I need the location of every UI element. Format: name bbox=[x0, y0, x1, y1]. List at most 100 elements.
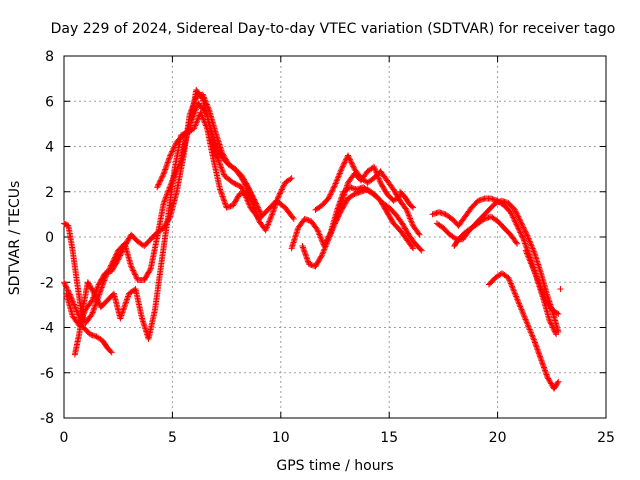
data-point bbox=[119, 308, 126, 315]
data-point bbox=[67, 292, 74, 299]
data-point bbox=[527, 259, 534, 266]
data-point bbox=[522, 247, 529, 254]
data-point bbox=[334, 176, 341, 183]
data-point bbox=[122, 241, 129, 248]
data-point bbox=[232, 197, 239, 204]
data-point bbox=[516, 216, 523, 223]
data-point bbox=[109, 258, 116, 265]
data-point bbox=[517, 217, 524, 224]
data-point bbox=[269, 209, 276, 216]
data-point bbox=[327, 230, 334, 237]
data-point bbox=[507, 279, 514, 286]
data-point bbox=[217, 187, 224, 194]
data-point bbox=[377, 197, 384, 204]
data-point bbox=[162, 222, 169, 229]
data-point bbox=[251, 198, 258, 205]
data-point bbox=[342, 200, 349, 207]
data-point bbox=[126, 235, 133, 242]
data-point bbox=[334, 174, 341, 181]
grid bbox=[64, 56, 606, 418]
data-point bbox=[90, 306, 97, 313]
data-point bbox=[217, 163, 224, 170]
data-point bbox=[159, 173, 166, 180]
data-point bbox=[146, 268, 153, 275]
data-point bbox=[379, 183, 386, 190]
data-point bbox=[537, 356, 544, 363]
data-point bbox=[516, 228, 523, 235]
data-point bbox=[222, 200, 229, 207]
data-point bbox=[534, 274, 541, 281]
data-point bbox=[533, 345, 540, 352]
data-point bbox=[522, 316, 529, 323]
data-point bbox=[538, 287, 545, 294]
data-point bbox=[530, 336, 537, 343]
data-point bbox=[71, 302, 78, 309]
data-point bbox=[93, 287, 100, 294]
data-point bbox=[163, 219, 170, 226]
data-point bbox=[532, 272, 539, 279]
data-point bbox=[324, 239, 331, 246]
data-point bbox=[338, 166, 345, 173]
data-point bbox=[324, 237, 331, 244]
data-point bbox=[272, 203, 279, 210]
data-point bbox=[97, 278, 104, 285]
data-point bbox=[68, 294, 75, 301]
data-point bbox=[256, 208, 263, 215]
data-point bbox=[212, 143, 219, 150]
data-point bbox=[404, 209, 411, 216]
data-point bbox=[116, 253, 123, 260]
data-point bbox=[257, 210, 264, 217]
data-point bbox=[331, 183, 338, 190]
data-point bbox=[554, 310, 561, 317]
data-point bbox=[389, 217, 396, 224]
data-point bbox=[125, 293, 132, 300]
data-point bbox=[129, 266, 136, 273]
data-point bbox=[62, 281, 69, 288]
data-point bbox=[541, 365, 548, 372]
data-point bbox=[113, 260, 120, 267]
data-point bbox=[303, 254, 310, 261]
data-point bbox=[216, 149, 223, 156]
series-track-9 bbox=[332, 163, 404, 227]
data-point bbox=[97, 277, 104, 284]
data-point bbox=[121, 302, 128, 309]
data-point bbox=[92, 302, 99, 309]
data-point bbox=[403, 227, 410, 234]
data-point bbox=[90, 293, 97, 300]
data-point bbox=[315, 258, 322, 265]
data-point bbox=[336, 170, 343, 177]
data-point bbox=[113, 259, 120, 266]
data-point bbox=[522, 228, 529, 235]
data-point bbox=[144, 270, 151, 277]
data-point bbox=[406, 214, 413, 221]
data-point bbox=[386, 212, 393, 219]
data-point bbox=[280, 182, 287, 189]
data-point bbox=[509, 213, 516, 220]
data-point bbox=[303, 255, 310, 262]
series-outlier bbox=[557, 286, 564, 293]
data-point bbox=[405, 211, 412, 218]
data-point bbox=[266, 218, 273, 225]
data-point bbox=[218, 189, 225, 196]
data-point bbox=[404, 229, 411, 236]
data-point bbox=[537, 284, 544, 291]
data-point bbox=[279, 185, 286, 192]
data-point bbox=[518, 220, 525, 227]
data-point bbox=[530, 248, 537, 255]
data-point bbox=[275, 193, 282, 200]
data-point bbox=[247, 191, 254, 198]
data-point bbox=[541, 294, 548, 301]
data-point bbox=[402, 226, 409, 233]
data-point bbox=[85, 280, 92, 287]
data-point bbox=[89, 309, 96, 316]
data-point bbox=[265, 220, 272, 227]
data-point bbox=[508, 211, 515, 218]
data-point bbox=[249, 194, 256, 201]
data-point bbox=[533, 343, 540, 350]
data-point bbox=[217, 151, 224, 158]
data-point bbox=[513, 209, 520, 216]
data-point bbox=[276, 191, 283, 198]
data-point bbox=[61, 279, 67, 286]
data-point bbox=[161, 223, 168, 230]
x-tick-label: 25 bbox=[597, 430, 615, 446]
